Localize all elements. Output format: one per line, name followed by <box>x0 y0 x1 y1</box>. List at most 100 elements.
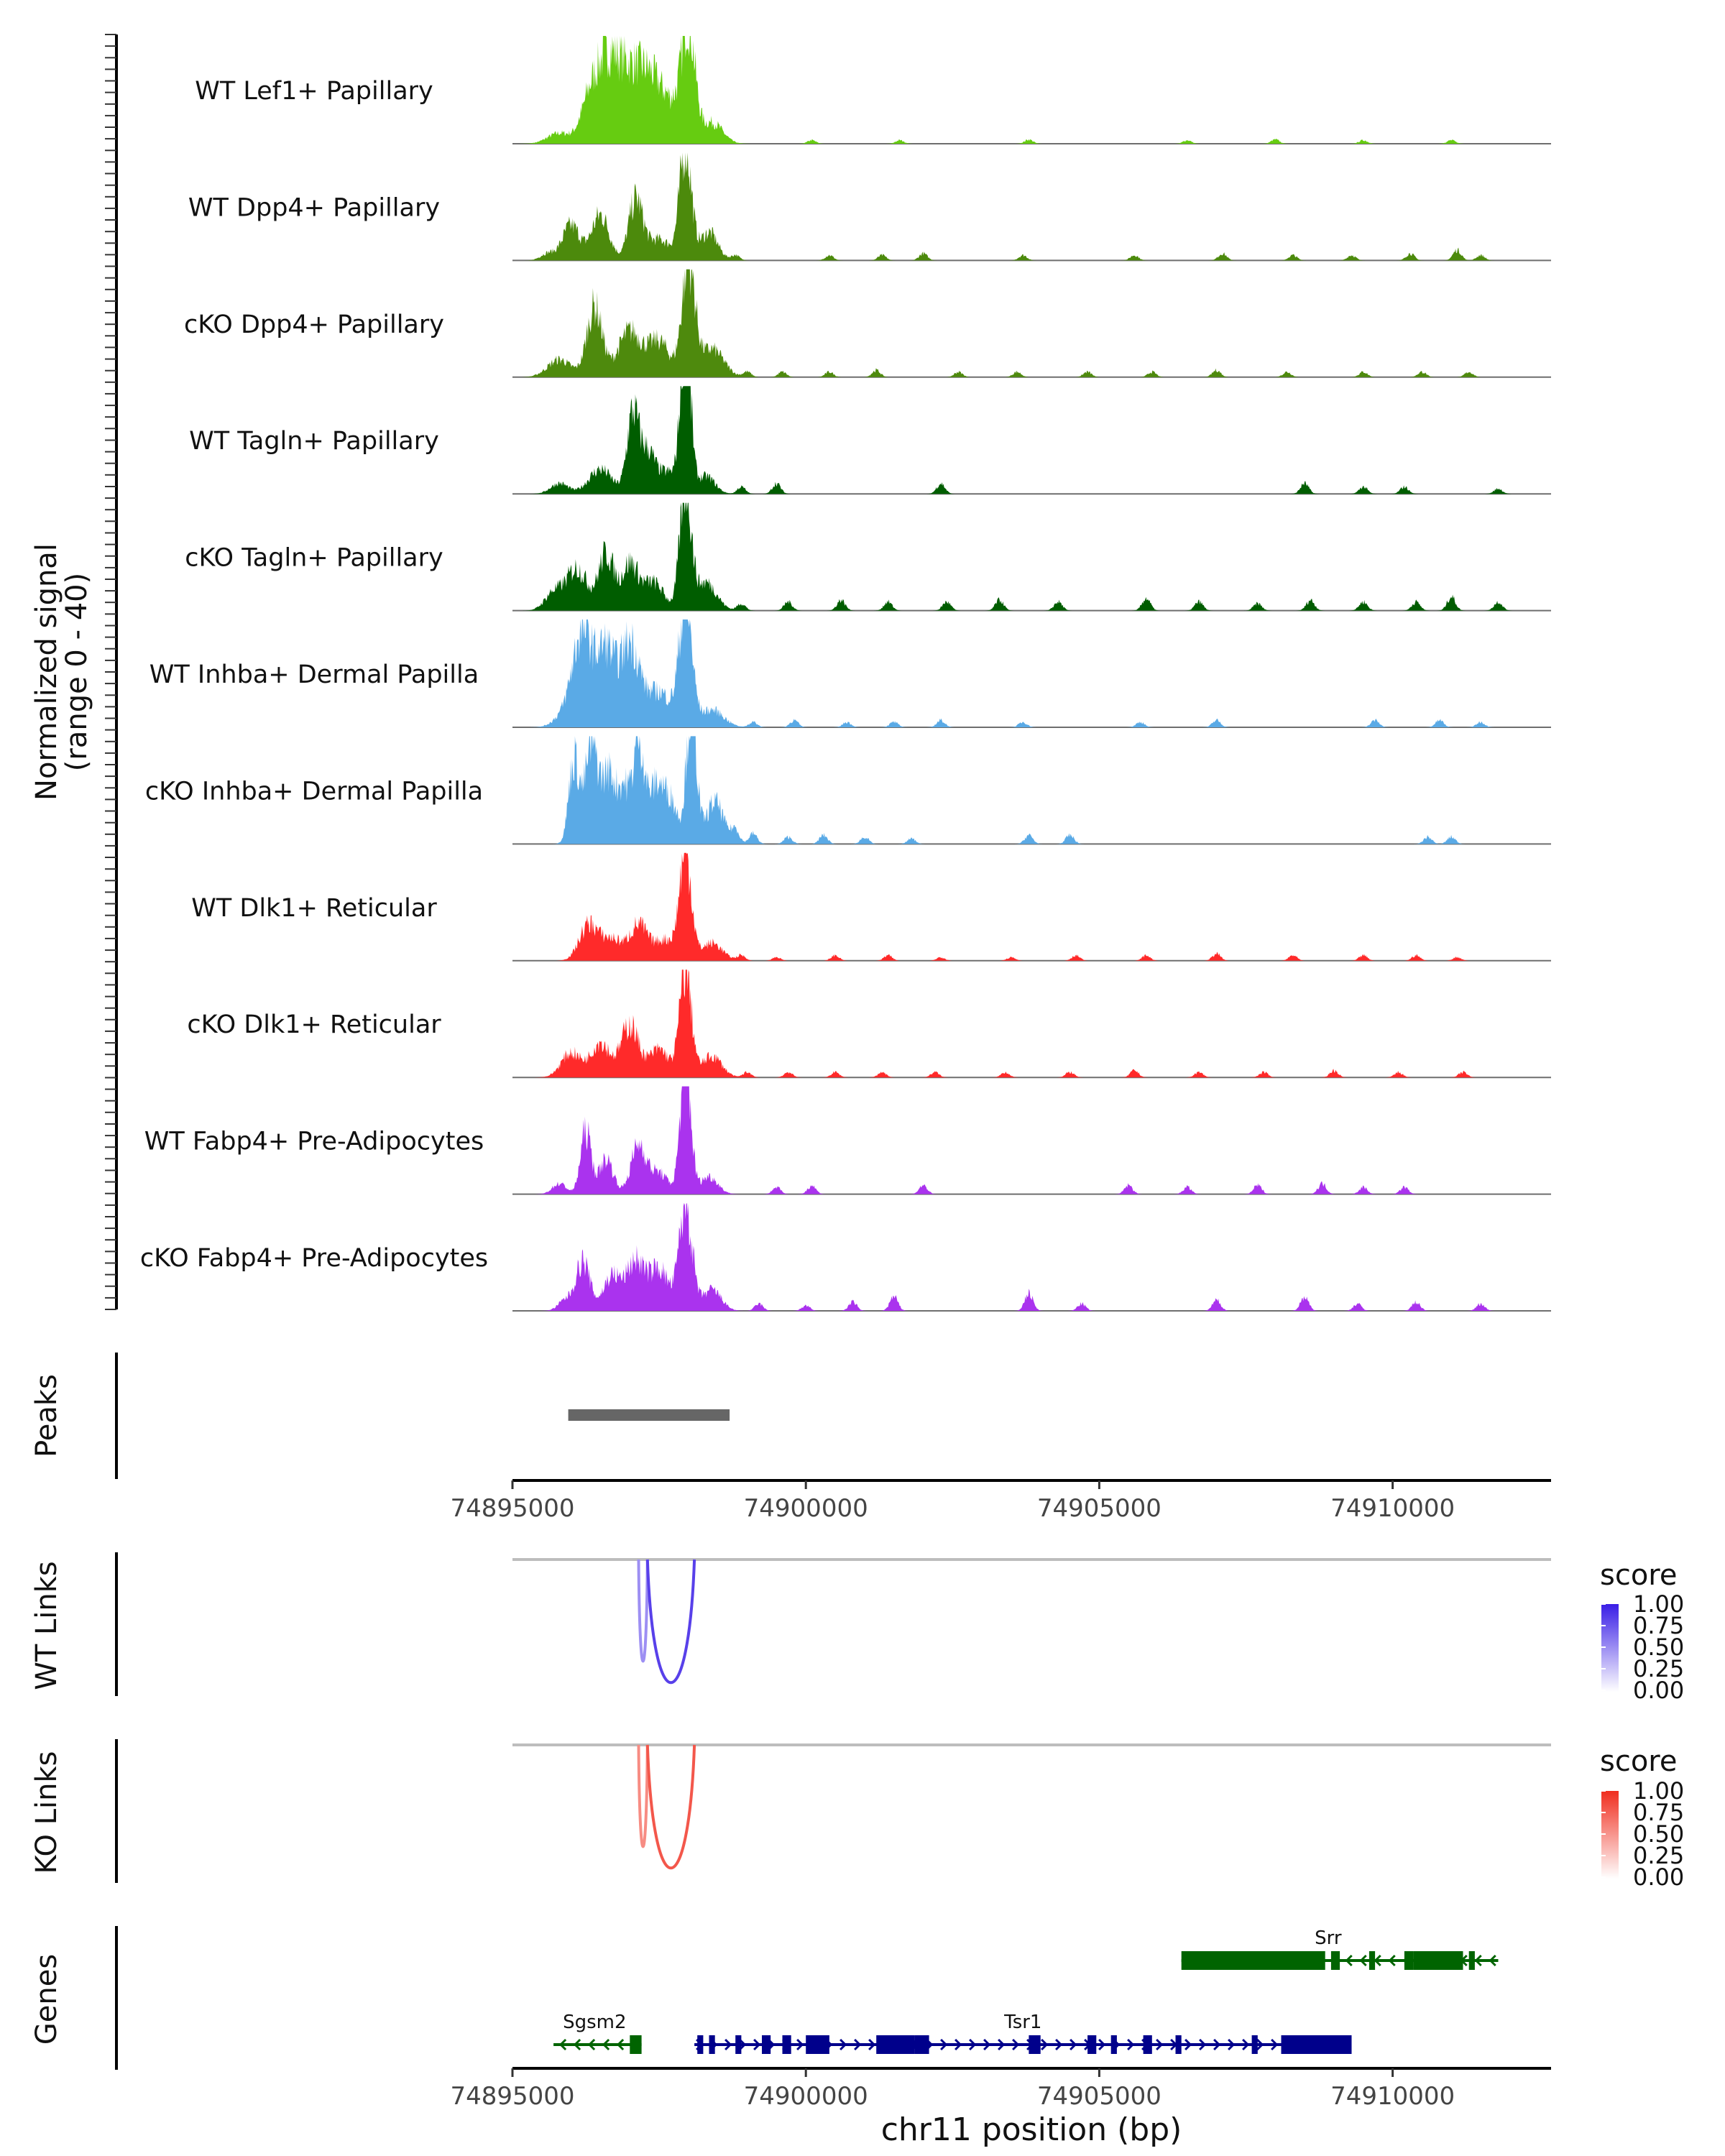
wt-links-panel: WT Links score 1.000.750.500.250.00 <box>30 1552 1684 1704</box>
gene-model: Tsr1 <box>694 2012 1352 2054</box>
strand-arrow <box>1359 1954 1367 1967</box>
strand-arrow <box>1474 1954 1482 1967</box>
strand-arrow <box>753 2038 761 2051</box>
strand-arrow <box>1374 1954 1381 1967</box>
strand-arrow <box>854 2038 862 2051</box>
genes-label: Genes <box>30 1954 63 2045</box>
strand-arrow <box>1055 2038 1063 2051</box>
strand-arrow <box>573 2038 581 2051</box>
gene-exon <box>1299 2035 1352 2054</box>
gene-exon <box>762 2035 771 2054</box>
track-label: WT Lef1+ Papillary <box>195 77 433 106</box>
link-arc <box>645 1559 696 1684</box>
strand-arrow <box>1184 2038 1192 2051</box>
strand-arrow <box>840 2038 847 2051</box>
coverage-area <box>512 1203 1551 1311</box>
gene-exon <box>1413 1951 1463 1970</box>
coverage-area <box>512 969 1551 1078</box>
peaks-x-axis: 74895000 74900000 74905000 74910000 <box>450 1480 1455 1523</box>
gene-exon <box>1330 1951 1340 1970</box>
gene-exon <box>1175 2035 1182 2054</box>
track-label: WT Tagln+ Papillary <box>189 427 439 456</box>
peak-region <box>568 1409 730 1421</box>
coverage-ylabel-line1: Normalized signal <box>30 543 63 801</box>
ko-links-label: KO Links <box>30 1751 63 1874</box>
legend-tick-label: 0.25 <box>1633 1842 1684 1869</box>
legend-tick-label: 0.00 <box>1633 1864 1684 1891</box>
strand-arrow <box>954 2038 962 2051</box>
ko-legend-title: score <box>1600 1745 1677 1778</box>
track-label: WT Dlk1+ Reticular <box>191 894 437 923</box>
x-tick-label: 74905000 <box>1037 2082 1162 2111</box>
strand-arrow <box>1041 2038 1049 2051</box>
gene-exon <box>1468 1951 1475 1970</box>
gene-exon <box>914 2035 929 2054</box>
x-axis-title: chr11 position (bp) <box>881 2111 1182 2148</box>
strand-arrow <box>1242 2038 1250 2051</box>
gene-exon <box>630 2035 642 2054</box>
x-tick-label: 74895000 <box>450 1494 574 1523</box>
gene-exon <box>1281 2035 1299 2054</box>
wt-links-legend: score 1.000.750.500.250.00 <box>1600 1559 1684 1704</box>
gene-exon <box>1251 2035 1258 2054</box>
track-label: cKO Dpp4+ Papillary <box>184 310 444 339</box>
gene-model: Srr <box>1181 1927 1499 1970</box>
ko-links-panel: KO Links score 1.000.750.500.250.00 <box>30 1739 1684 1891</box>
strand-arrow <box>998 2038 1006 2051</box>
coverage-track: WT Dpp4+ Papillary <box>188 152 1551 262</box>
legend-tick-label: 0.50 <box>1633 1820 1684 1848</box>
strand-arrow <box>1127 2038 1135 2051</box>
gene-exon <box>782 2035 791 2054</box>
strand-arrow <box>1098 2038 1106 2051</box>
legend-tick-label: 0.00 <box>1633 1677 1684 1704</box>
gene-exon <box>1110 2035 1117 2054</box>
wt-legend-ticks: 1.000.750.500.250.00 <box>1601 1590 1684 1704</box>
peaks-label: Peaks <box>30 1374 63 1457</box>
track-label: WT Dpp4+ Papillary <box>188 193 440 222</box>
strand-arrow <box>1213 2038 1221 2051</box>
track-label: cKO Inhba+ Dermal Papilla <box>145 777 483 806</box>
legend-tick-label: 0.25 <box>1633 1655 1684 1682</box>
strand-arrow <box>1070 2038 1077 2051</box>
link-arc <box>645 1744 696 1869</box>
gene-name-label: Sgsm2 <box>563 2012 626 2033</box>
coverage-track: cKO Inhba+ Dermal Papilla <box>145 736 1551 845</box>
track-label: cKO Fabp4+ Pre-Adipocytes <box>140 1244 488 1273</box>
gene-exon <box>1404 1951 1414 1970</box>
track-label: WT Fabp4+ Pre-Adipocytes <box>144 1128 484 1156</box>
gene-exon <box>735 2035 742 2054</box>
strand-arrow <box>796 2038 804 2051</box>
ko-links-legend: score 1.000.750.500.250.00 <box>1600 1745 1684 1891</box>
coverage-ylabel-line2: (range 0 - 40) <box>60 573 93 771</box>
coverage-track: WT Fabp4+ Pre-Adipocytes <box>144 1086 1551 1195</box>
coverage-area <box>512 1086 1551 1194</box>
track-label: cKO Dlk1+ Reticular <box>187 1010 441 1039</box>
coverage-track: WT Inhba+ Dermal Papilla <box>150 619 1551 728</box>
strand-arrow <box>1256 2038 1264 2051</box>
coverage-y-ticks <box>105 34 116 1310</box>
ko-legend-ticks: 1.000.750.500.250.00 <box>1601 1777 1684 1891</box>
legend-tick-label: 1.00 <box>1633 1590 1684 1618</box>
track-label: cKO Tagln+ Papillary <box>185 544 443 573</box>
strand-arrow <box>724 2038 732 2051</box>
gene-exon <box>1087 2035 1097 2054</box>
legend-tick-label: 1.00 <box>1633 1777 1684 1805</box>
link-arc <box>637 1559 649 1663</box>
gene-exon <box>1029 2035 1041 2054</box>
strand-arrow <box>1156 2038 1164 2051</box>
gene-exon <box>697 2035 704 2054</box>
strand-arrow <box>1012 2038 1020 2051</box>
coverage-area <box>512 736 1551 844</box>
gene-exon <box>709 2035 715 2054</box>
strand-arrow <box>969 2038 977 2051</box>
strand-arrow <box>739 2038 747 2051</box>
link-arc <box>637 1744 649 1848</box>
coverage-track: WT Lef1+ Papillary <box>195 36 1551 144</box>
strand-arrow <box>1199 2038 1207 2051</box>
strand-arrow <box>1388 1954 1396 1967</box>
strand-arrow <box>587 2038 596 2051</box>
x-tick-label: 74900000 <box>744 1494 868 1523</box>
coverage-area <box>512 619 1551 727</box>
strand-arrow <box>983 2038 991 2051</box>
